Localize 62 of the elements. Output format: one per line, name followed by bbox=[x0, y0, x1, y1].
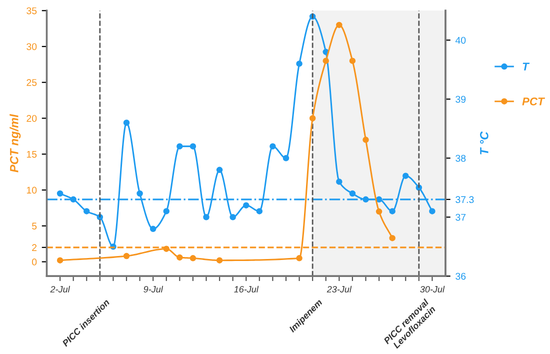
y2-tick-label: 39 bbox=[456, 96, 466, 103]
y-tick-label: 15 bbox=[26, 150, 37, 158]
legend-label: T bbox=[522, 62, 530, 70]
point bbox=[349, 58, 356, 64]
point bbox=[256, 208, 263, 214]
y-tick-label: 20 bbox=[26, 114, 37, 122]
point bbox=[216, 257, 223, 264]
point bbox=[123, 252, 130, 260]
point bbox=[56, 257, 64, 264]
point bbox=[362, 136, 369, 143]
y2-tick-label: 37 bbox=[456, 214, 466, 221]
y2-tick-label: 37.3 bbox=[456, 196, 474, 204]
point bbox=[389, 208, 396, 214]
y-tick-label: 0 bbox=[32, 258, 37, 266]
point bbox=[362, 196, 369, 203]
point bbox=[429, 208, 436, 214]
x-tick-label: 2-Jul bbox=[50, 286, 70, 292]
point bbox=[163, 246, 170, 252]
y-tick-label: 35 bbox=[26, 7, 37, 14]
y-tick-label: 30 bbox=[26, 43, 37, 50]
point bbox=[336, 22, 342, 28]
y2-tick-label: 38 bbox=[456, 154, 466, 162]
point bbox=[176, 254, 183, 261]
point bbox=[136, 190, 143, 197]
x-tick-label: 30-Jul bbox=[420, 286, 445, 292]
y-tick-label: 25 bbox=[26, 79, 37, 86]
point bbox=[402, 172, 409, 179]
y-tick-label: 2 bbox=[32, 244, 37, 251]
point bbox=[84, 208, 90, 214]
point bbox=[190, 255, 196, 262]
point bbox=[349, 190, 356, 197]
x-tick-label: 23-Jul bbox=[326, 286, 352, 292]
point bbox=[150, 226, 156, 232]
point bbox=[56, 190, 64, 197]
point bbox=[70, 196, 76, 203]
point bbox=[203, 214, 210, 220]
y2-axis-title: T °C bbox=[480, 131, 488, 154]
point bbox=[376, 208, 382, 215]
point bbox=[190, 143, 196, 150]
point bbox=[163, 208, 170, 214]
y-axis-title: PCT ng/ml bbox=[10, 114, 21, 172]
point bbox=[270, 143, 276, 150]
y2-tick-label: 40 bbox=[455, 36, 466, 44]
point bbox=[389, 234, 396, 242]
point bbox=[322, 58, 329, 64]
y2-tick-label: 36 bbox=[456, 272, 466, 280]
point bbox=[176, 143, 183, 150]
y-tick-label: 10 bbox=[26, 186, 37, 194]
point bbox=[376, 196, 382, 203]
y-tick-label: 5 bbox=[32, 222, 37, 230]
point bbox=[309, 115, 316, 122]
point bbox=[230, 214, 236, 220]
point bbox=[216, 166, 223, 174]
point bbox=[296, 255, 302, 262]
point bbox=[243, 202, 250, 208]
point bbox=[123, 120, 130, 126]
x-tick-label: 16-Jul bbox=[234, 286, 259, 292]
x-tick-label: 9-Jul bbox=[144, 286, 164, 292]
point bbox=[282, 154, 290, 162]
point bbox=[336, 178, 342, 185]
point bbox=[296, 60, 302, 67]
legend-label: PCT bbox=[522, 97, 546, 106]
